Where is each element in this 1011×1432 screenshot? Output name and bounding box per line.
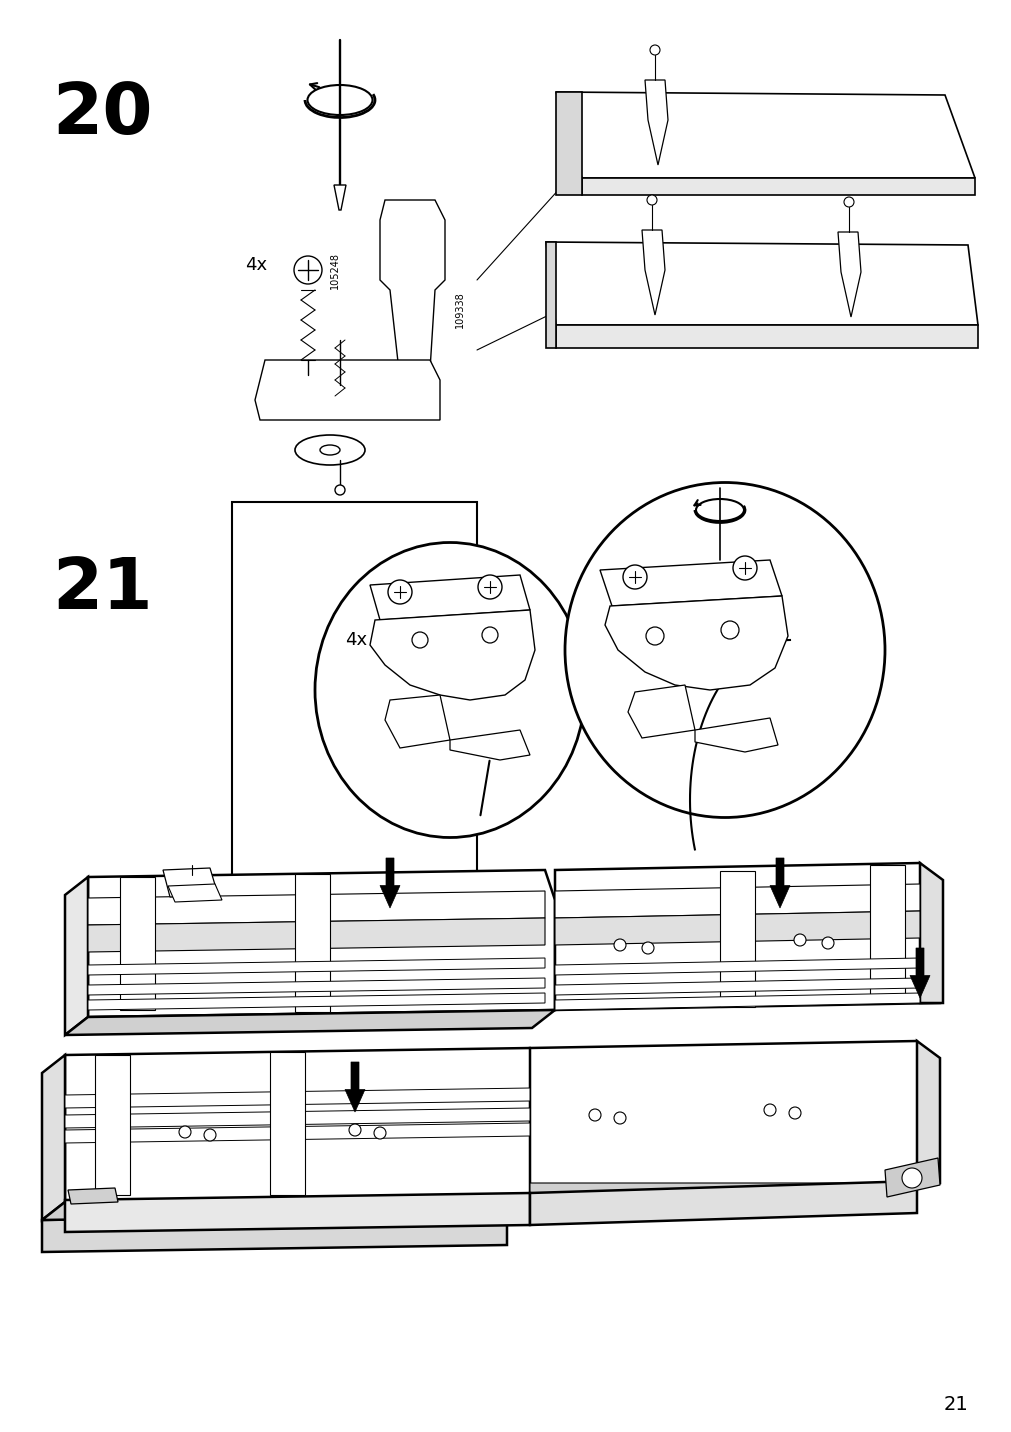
Circle shape (645, 627, 663, 644)
Polygon shape (379, 200, 445, 379)
Polygon shape (605, 596, 788, 690)
Polygon shape (600, 560, 782, 606)
Ellipse shape (314, 543, 584, 838)
Polygon shape (628, 684, 695, 737)
Polygon shape (88, 992, 545, 1010)
Polygon shape (95, 1055, 129, 1194)
Polygon shape (530, 1183, 939, 1194)
Circle shape (477, 576, 501, 599)
Text: 21: 21 (942, 1395, 968, 1413)
Polygon shape (554, 978, 919, 995)
Text: 4x: 4x (245, 256, 267, 274)
Circle shape (843, 198, 853, 208)
Circle shape (623, 566, 646, 589)
Circle shape (794, 934, 805, 947)
Text: 105248: 105248 (330, 252, 340, 288)
Polygon shape (168, 884, 221, 902)
Polygon shape (641, 231, 664, 315)
Polygon shape (88, 918, 545, 952)
Polygon shape (530, 1041, 937, 1194)
Circle shape (720, 621, 738, 639)
Polygon shape (42, 1194, 530, 1220)
Circle shape (387, 580, 411, 604)
Polygon shape (916, 1041, 939, 1183)
Polygon shape (554, 911, 919, 945)
Circle shape (732, 556, 756, 580)
Polygon shape (769, 858, 790, 908)
Polygon shape (581, 178, 974, 195)
Polygon shape (555, 92, 581, 195)
Circle shape (294, 256, 321, 284)
Polygon shape (88, 958, 545, 975)
Polygon shape (869, 865, 904, 1002)
Circle shape (901, 1169, 921, 1189)
Polygon shape (530, 1181, 916, 1224)
Polygon shape (554, 958, 919, 975)
Polygon shape (163, 868, 217, 896)
Bar (232, 503, 476, 894)
Polygon shape (555, 92, 974, 178)
Circle shape (821, 937, 833, 949)
Circle shape (646, 195, 656, 205)
Ellipse shape (564, 483, 885, 818)
Polygon shape (270, 1053, 304, 1194)
Circle shape (789, 1107, 801, 1118)
Polygon shape (345, 1063, 365, 1113)
Polygon shape (65, 1108, 530, 1128)
Circle shape (614, 1113, 626, 1124)
Polygon shape (65, 876, 88, 1035)
Polygon shape (837, 232, 860, 316)
Polygon shape (919, 863, 942, 1002)
Polygon shape (555, 325, 977, 348)
Text: 4x: 4x (345, 632, 367, 649)
Text: 20: 20 (52, 80, 153, 149)
Polygon shape (42, 1213, 507, 1252)
Polygon shape (120, 876, 155, 1010)
Circle shape (335, 485, 345, 495)
Circle shape (374, 1127, 385, 1138)
Polygon shape (554, 992, 919, 1010)
Polygon shape (450, 730, 530, 760)
Polygon shape (334, 185, 346, 211)
Circle shape (763, 1104, 775, 1116)
Circle shape (204, 1128, 215, 1141)
Polygon shape (88, 891, 545, 925)
Polygon shape (88, 871, 554, 1017)
Ellipse shape (295, 435, 365, 465)
Polygon shape (65, 1193, 530, 1232)
Circle shape (349, 1124, 361, 1136)
Polygon shape (384, 695, 450, 748)
Polygon shape (554, 884, 919, 918)
Polygon shape (65, 1123, 530, 1143)
Polygon shape (65, 1048, 540, 1201)
Polygon shape (370, 576, 530, 620)
Text: 21: 21 (52, 556, 153, 624)
Polygon shape (546, 242, 977, 325)
Circle shape (588, 1108, 601, 1121)
Polygon shape (65, 1088, 530, 1108)
Polygon shape (65, 1010, 554, 1035)
Polygon shape (88, 978, 545, 995)
Polygon shape (42, 1055, 65, 1220)
Circle shape (411, 632, 428, 649)
Polygon shape (909, 948, 929, 998)
Polygon shape (379, 858, 399, 908)
Polygon shape (554, 863, 939, 1010)
Polygon shape (719, 871, 754, 1007)
Polygon shape (295, 874, 330, 1012)
Polygon shape (255, 359, 440, 420)
Polygon shape (695, 717, 777, 752)
Circle shape (641, 942, 653, 954)
Circle shape (481, 627, 497, 643)
Circle shape (649, 44, 659, 54)
Polygon shape (644, 80, 667, 165)
Polygon shape (546, 242, 555, 348)
Circle shape (614, 939, 626, 951)
Text: 109338: 109338 (455, 292, 464, 328)
Polygon shape (370, 610, 535, 700)
Polygon shape (68, 1189, 118, 1204)
Polygon shape (885, 1158, 939, 1197)
Circle shape (179, 1126, 191, 1138)
Ellipse shape (319, 445, 340, 455)
